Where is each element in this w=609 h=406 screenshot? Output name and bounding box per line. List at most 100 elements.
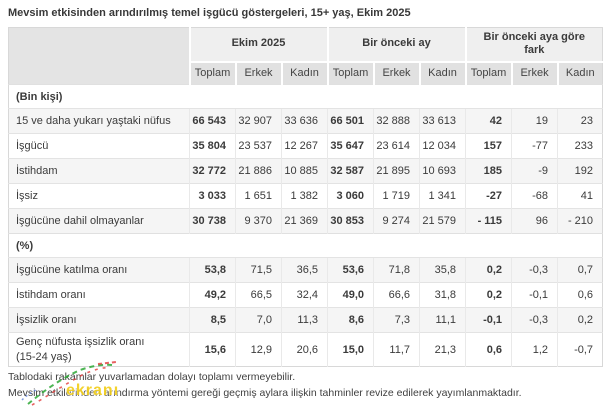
value-cell: 11,1 (418, 307, 466, 333)
table-row: İstihdam oranı 49,2 66,5 32,4 49,0 66,6 31,8 0,… (8, 282, 603, 308)
section-header-row: (%) (8, 233, 603, 258)
value-cell: 21 895 (373, 158, 420, 184)
value-cell: 23 614 (373, 133, 420, 159)
column-group-header: Bir önceki aya göre fark (464, 27, 603, 63)
table-corner-cell (8, 27, 191, 85)
value-cell: 49,0 (327, 282, 374, 308)
value-cell: 12 267 (281, 133, 328, 159)
value-cell: 35 804 (189, 133, 236, 159)
header-sub-row: Toplam Erkek Kadın Toplam Erkek Kadın Toplam Er… (9, 61, 603, 85)
value-cell: 32 587 (327, 158, 374, 184)
value-cell: 12,9 (235, 332, 282, 367)
value-cell: 66,6 (373, 282, 420, 308)
value-cell: 0,2 (557, 307, 603, 333)
table-row: 15 ve daha yukarı yaştaki nüfus 66 543 32 … (8, 108, 603, 134)
value-cell: 66 543 (189, 108, 236, 134)
table-header: Ekim 2025 Bir önceki ay Bir önceki aya gör… (8, 27, 603, 85)
value-cell: 32 888 (373, 108, 420, 134)
value-cell: 35,8 (418, 257, 466, 283)
value-cell: 233 (557, 133, 603, 159)
value-cell: 185 (465, 158, 512, 184)
table-row: İstihdam 32 772 21 886 10 885 32 587 21 895 10… (8, 158, 603, 184)
table-title: Mevsim etkisinden arındırılmış temel işg… (8, 7, 411, 19)
value-cell: 0,7 (557, 257, 603, 283)
value-cell: 49,2 (189, 282, 236, 308)
value-cell: 23 (557, 108, 603, 134)
table-row: İşsizlik oranı 8,5 7,0 11,3 8,6 7,3 11,1 -0,1 -0… (8, 307, 603, 333)
value-cell: 41 (557, 183, 603, 209)
column-subheader: Erkek (510, 61, 558, 85)
value-cell: -77 (511, 133, 558, 159)
column-group-header: Bir önceki ay (326, 27, 466, 63)
value-cell: 0,2 (465, 257, 512, 283)
column-group-header: Ekim 2025 (188, 27, 328, 63)
row-label: İşsizlik oranı (8, 307, 190, 333)
value-cell: 1 719 (373, 183, 420, 209)
column-subheader: Toplam (326, 61, 374, 85)
row-label: İşgücüne katılma oranı (8, 257, 190, 283)
value-cell: 0,6 (465, 332, 512, 367)
value-cell: -9 (511, 158, 558, 184)
value-cell: 32,4 (281, 282, 328, 308)
value-cell: 53,8 (189, 257, 236, 283)
value-cell: 71,8 (373, 257, 420, 283)
header-group-row: Ekim 2025 Bir önceki ay Bir önceki aya gör… (8, 27, 603, 85)
value-cell: 1 651 (235, 183, 282, 209)
value-cell: 8,6 (327, 307, 374, 333)
row-label: Genç nüfusta işsizlik oranı (15-24 yaş) (8, 332, 190, 367)
stats-table: Ekim 2025 Bir önceki ay Bir önceki aya gör… (8, 27, 604, 367)
value-cell: 21,3 (418, 332, 466, 367)
column-subheader: Toplam (464, 61, 512, 85)
value-cell: 23 537 (235, 133, 282, 159)
value-cell: 66 501 (327, 108, 374, 134)
value-cell: 3 060 (327, 183, 374, 209)
value-cell: 19 (511, 108, 558, 134)
value-cell: 33 636 (281, 108, 328, 134)
value-cell: -68 (511, 183, 558, 209)
column-subheader: Kadın (280, 61, 328, 85)
value-cell: -27 (465, 183, 512, 209)
row-label: İşgücüne dahil olmayanlar (8, 208, 190, 234)
value-cell: 0,6 (557, 282, 603, 308)
column-subheader: Kadın (556, 61, 603, 85)
value-cell: 66,5 (235, 282, 282, 308)
value-cell: 53,6 (327, 257, 374, 283)
value-cell: 32 772 (189, 158, 236, 184)
table-row: İşsiz 3 033 1 651 1 382 3 060 1 719 1 341 -27 -6… (8, 183, 603, 209)
table-row: İşgücüne katılma oranı 53,8 71,5 36,5 53,6 71… (8, 257, 603, 283)
row-label: İstihdam (8, 158, 190, 184)
value-cell: 10 693 (418, 158, 466, 184)
value-cell: 7,3 (373, 307, 420, 333)
value-cell: 9 370 (235, 208, 282, 234)
row-label: İşsiz (8, 183, 190, 209)
value-cell: -0,7 (557, 332, 603, 367)
column-subheader: Erkek (234, 61, 282, 85)
value-cell: 21 369 (281, 208, 328, 234)
value-cell: 96 (511, 208, 558, 234)
footnote-rounding: Tablodaki rakamlar yuvarlamadan dolayı t… (8, 371, 296, 383)
column-subheader: Kadın (418, 61, 466, 85)
value-cell: -0,3 (511, 257, 558, 283)
section-header-label: (%) (8, 233, 603, 258)
value-cell: 15,6 (189, 332, 236, 367)
value-cell: 15,0 (327, 332, 374, 367)
value-cell: 9 274 (373, 208, 420, 234)
value-cell: 35 647 (327, 133, 374, 159)
value-cell: 33 613 (418, 108, 466, 134)
row-label: İstihdam oranı (8, 282, 190, 308)
value-cell: 7,0 (235, 307, 282, 333)
value-cell: 11,3 (281, 307, 328, 333)
value-cell: 3 033 (189, 183, 236, 209)
value-cell: 42 (465, 108, 512, 134)
row-label: İşgücü (8, 133, 190, 159)
value-cell: 10 885 (281, 158, 328, 184)
value-cell: 11,7 (373, 332, 420, 367)
value-cell: 20,6 (281, 332, 328, 367)
value-cell: 192 (557, 158, 603, 184)
value-cell: 32 907 (235, 108, 282, 134)
value-cell: 12 034 (418, 133, 466, 159)
value-cell: 1 382 (281, 183, 328, 209)
section-header-row: (Bin kişi) (8, 84, 603, 109)
row-label: 15 ve daha yukarı yaştaki nüfus (8, 108, 190, 134)
